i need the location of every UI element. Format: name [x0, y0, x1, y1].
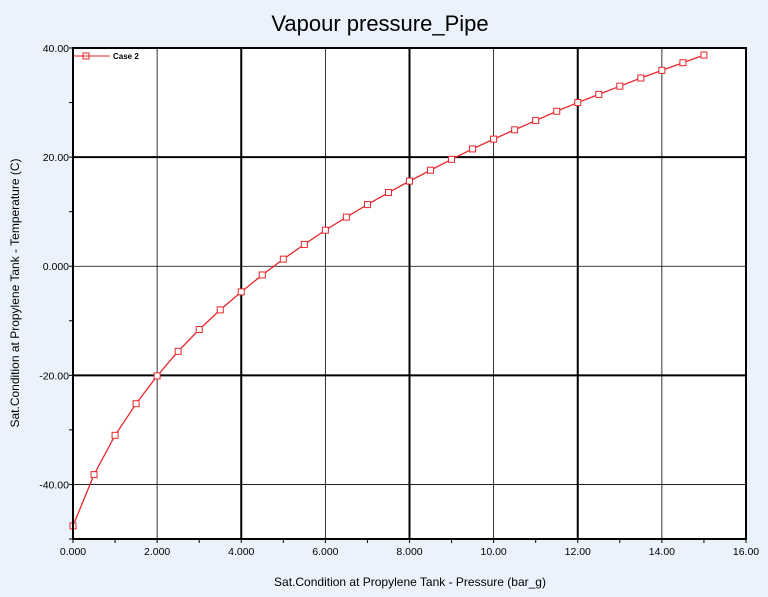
data-point	[258, 271, 266, 279]
data-point	[658, 66, 666, 74]
data-point	[637, 74, 645, 82]
data-point	[111, 431, 119, 439]
x-tick-label: 8.000	[396, 546, 422, 558]
legend-marker	[82, 52, 90, 60]
x-tick-label: 10.00	[480, 546, 506, 558]
data-point	[490, 135, 498, 143]
data-point	[300, 240, 308, 248]
data-point	[321, 226, 329, 234]
y-tick-label: -20.00	[39, 370, 69, 382]
data-point	[237, 288, 245, 296]
data-point	[279, 255, 287, 263]
data-point	[595, 90, 603, 98]
data-point	[511, 126, 519, 134]
data-point	[448, 155, 456, 163]
x-tick-label: 16.00	[733, 546, 759, 558]
data-point	[574, 99, 582, 107]
y-tick-label: 0.000	[43, 261, 69, 273]
axis-layer: 0.000 2.000 4.000 6.000 8.000 10.00 12.00 14.00…	[39, 43, 759, 558]
x-axis-label: Sat.Condition at Propylene Tank - Pressu…	[274, 575, 546, 589]
chart-title: Vapour pressure_Pipe	[271, 11, 488, 36]
data-point	[363, 201, 371, 209]
data-point	[90, 471, 98, 479]
data-point	[700, 51, 708, 59]
data-point	[384, 189, 392, 197]
data-point	[132, 400, 140, 408]
data-point	[195, 326, 203, 334]
x-tick-label: 2.000	[144, 546, 170, 558]
legend: Case 2	[74, 52, 139, 61]
data-point	[342, 213, 350, 221]
legend-label: Case 2	[113, 52, 139, 61]
y-tick-label: 40.00	[43, 43, 69, 55]
data-point	[616, 82, 624, 90]
data-point	[216, 306, 224, 314]
data-point	[153, 372, 161, 380]
x-tick-label: 12.00	[565, 546, 591, 558]
x-tick-label: 14.00	[649, 546, 675, 558]
x-tick-label: 4.000	[228, 546, 254, 558]
y-tick-label: 20.00	[43, 152, 69, 164]
series-layer	[69, 51, 708, 530]
data-point	[427, 166, 435, 174]
y-axis-label: Sat.Condition at Propylene Tank - Temper…	[8, 158, 22, 427]
data-point	[406, 177, 413, 185]
data-point	[469, 145, 477, 153]
data-point	[174, 347, 182, 355]
x-tick-label: 0.000	[60, 546, 86, 558]
y-tick-label: -40.00	[39, 479, 69, 491]
data-point	[532, 117, 540, 125]
data-point	[679, 59, 687, 67]
data-point	[553, 107, 561, 115]
x-tick-label: 6.000	[312, 546, 338, 558]
